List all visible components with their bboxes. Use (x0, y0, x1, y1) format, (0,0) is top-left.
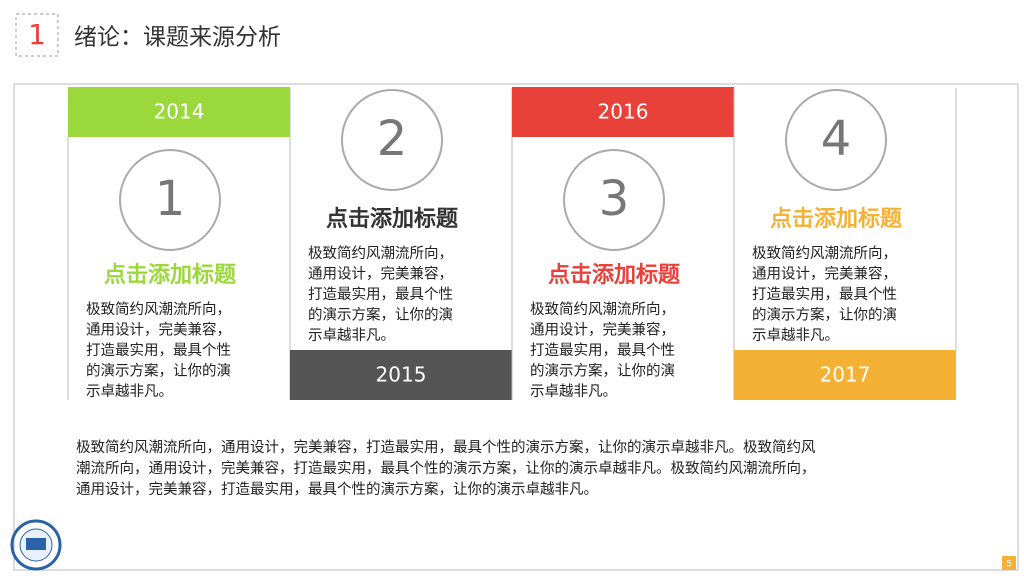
slide-title: 绪论：课题来源分析 (74, 25, 281, 51)
number-box (15, 13, 59, 57)
column-text: 通用设计，完美兼容， (86, 322, 231, 339)
column-title: 点击添加标题 (548, 262, 681, 288)
column-text: 示卓越非凡。 (308, 327, 395, 344)
year-band (734, 350, 956, 400)
column-text: 极致简约风潮流所向， (530, 301, 675, 318)
year-band (512, 87, 734, 137)
column-text: 通用设计，完美兼容， (308, 266, 453, 283)
body-paragraph-line: 潮流所向，通用设计，完美兼容，打造最实用，最具个性的演示方案，让你的演示卓越非凡… (76, 459, 816, 477)
year: 2014 (154, 100, 205, 124)
column-text: 极致简约风潮流所向， (308, 245, 453, 262)
column-text: 的演示方案，让你的演 (530, 362, 675, 380)
page-badge (1002, 556, 1016, 570)
page-number: 5 (1006, 560, 1012, 570)
year: 2017 (820, 363, 871, 387)
year-band (68, 87, 290, 137)
number-circle (341, 89, 443, 191)
column-title: 点击添加标题 (104, 262, 237, 288)
column-text: 示卓越非凡。 (530, 383, 617, 400)
column-text: 示卓越非凡。 (752, 327, 839, 344)
year: 2016 (598, 100, 649, 124)
section-number: 1 (28, 18, 46, 51)
column-text: 打造最实用，最具个性 (752, 286, 897, 303)
step-number: 2 (377, 111, 408, 167)
year-band (290, 350, 512, 400)
column-text: 的演示方案，让你的演 (86, 362, 231, 380)
column-text: 极致简约风潮流所向， (86, 301, 231, 318)
column-text: 打造最实用，最具个性 (308, 286, 453, 303)
body-paragraph-line: 通用设计，完美兼容，打造最实用，最具个性的演示方案，让你的演示卓越非凡。 (76, 480, 598, 498)
column-text: 示卓越非凡。 (86, 383, 173, 400)
number-circle (119, 149, 221, 251)
column-text: 打造最实用，最具个性 (530, 342, 675, 359)
column-text: 通用设计，完美兼容， (530, 322, 675, 339)
column-text: 打造最实用，最具个性 (86, 342, 231, 359)
number-circle (785, 89, 887, 191)
body-paragraph-line: 极致简约风潮流所向，通用设计，完美兼容，打造最实用，最具个性的演示方案，让你的演… (76, 438, 816, 456)
column-text: 的演示方案，让你的演 (308, 306, 453, 324)
number-circle (563, 149, 665, 251)
frame (13, 84, 1019, 571)
step-number: 4 (821, 111, 852, 167)
step-number: 1 (155, 171, 186, 227)
column-title: 点击添加标题 (770, 206, 903, 232)
column-text: 极致简约风潮流所向， (752, 245, 897, 262)
column-text: 的演示方案，让你的演 (752, 306, 897, 324)
step-number: 3 (599, 171, 630, 227)
year: 2015 (376, 363, 427, 387)
logo (10, 519, 62, 571)
column-title: 点击添加标题 (326, 206, 459, 232)
column-text: 通用设计，完美兼容， (752, 266, 897, 283)
